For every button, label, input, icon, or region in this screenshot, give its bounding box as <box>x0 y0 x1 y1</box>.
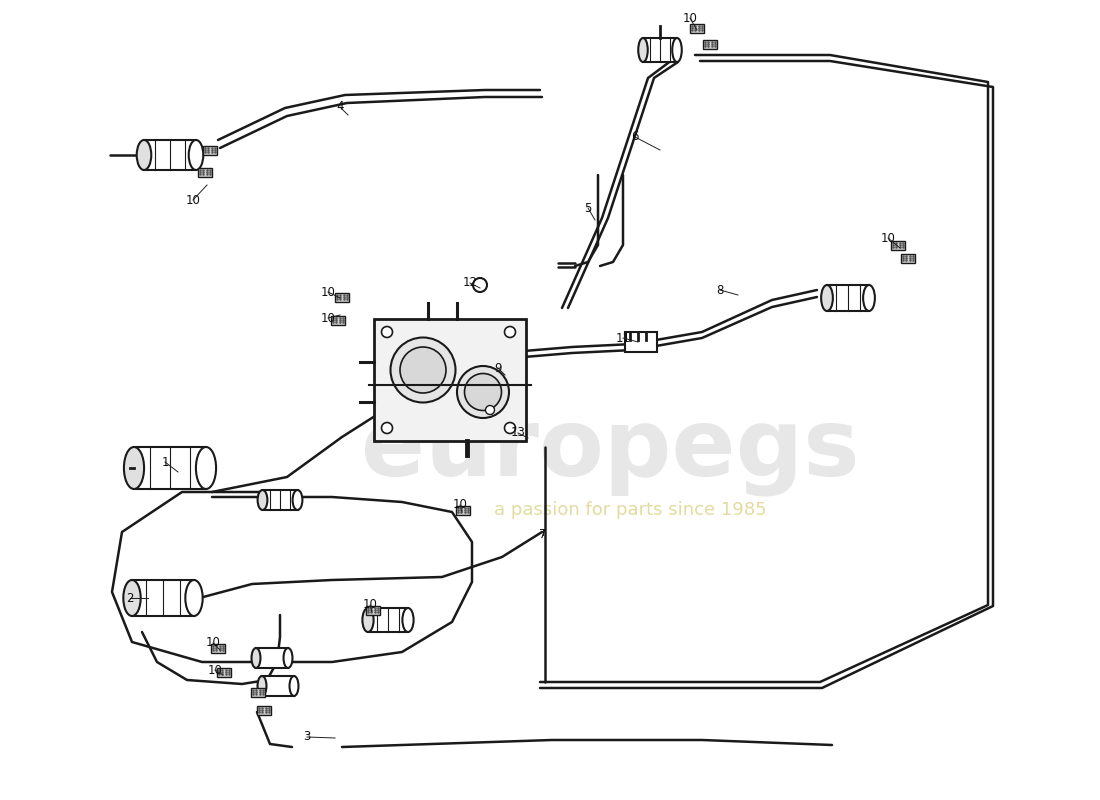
Text: europegs: europegs <box>361 404 859 496</box>
Text: 10: 10 <box>208 663 222 677</box>
Bar <box>132 580 194 616</box>
Bar <box>198 167 212 177</box>
Bar <box>690 23 704 33</box>
Text: 9: 9 <box>494 362 502 374</box>
Ellipse shape <box>638 38 648 62</box>
Bar <box>827 285 869 311</box>
Text: 10: 10 <box>186 194 200 206</box>
Bar <box>263 490 297 510</box>
Bar <box>262 676 294 696</box>
Text: 1: 1 <box>162 455 168 469</box>
Bar <box>331 315 345 325</box>
Text: a passion for parts since 1985: a passion for parts since 1985 <box>494 501 767 519</box>
Ellipse shape <box>821 285 833 311</box>
Text: 10: 10 <box>320 286 336 298</box>
Text: 11: 11 <box>616 331 630 345</box>
Text: 4: 4 <box>337 101 343 114</box>
Bar <box>217 667 231 677</box>
Text: 2: 2 <box>126 591 134 605</box>
Ellipse shape <box>864 285 874 311</box>
Ellipse shape <box>196 447 216 489</box>
Ellipse shape <box>284 648 293 668</box>
Circle shape <box>505 326 516 338</box>
Ellipse shape <box>123 580 141 616</box>
Ellipse shape <box>189 140 204 170</box>
Bar <box>257 706 271 714</box>
Ellipse shape <box>136 140 152 170</box>
Ellipse shape <box>672 38 682 62</box>
Bar <box>366 606 379 614</box>
Ellipse shape <box>464 374 502 410</box>
Text: 5: 5 <box>584 202 592 214</box>
Bar <box>134 447 206 489</box>
Ellipse shape <box>400 347 446 393</box>
Text: 12: 12 <box>462 277 477 290</box>
Bar <box>251 687 265 697</box>
Text: 3: 3 <box>304 730 310 743</box>
Text: 13: 13 <box>510 426 526 439</box>
Ellipse shape <box>390 338 455 402</box>
Bar <box>901 254 915 262</box>
Text: 7: 7 <box>539 529 547 542</box>
Circle shape <box>473 278 487 292</box>
Bar <box>625 332 657 352</box>
Text: 10: 10 <box>452 498 468 511</box>
Bar <box>374 319 526 441</box>
Text: 10: 10 <box>206 637 220 650</box>
Ellipse shape <box>257 490 267 510</box>
Ellipse shape <box>124 447 144 489</box>
Bar <box>211 643 226 653</box>
Circle shape <box>485 406 495 414</box>
Bar <box>703 39 717 49</box>
Text: 10: 10 <box>320 311 336 325</box>
Bar <box>144 140 196 170</box>
Bar <box>368 608 408 632</box>
Ellipse shape <box>185 580 202 616</box>
Ellipse shape <box>252 648 261 668</box>
Bar <box>204 146 217 154</box>
Bar <box>456 506 470 514</box>
Ellipse shape <box>289 676 298 696</box>
Bar <box>891 241 905 250</box>
Ellipse shape <box>293 490 303 510</box>
Bar <box>644 38 676 62</box>
Text: 8: 8 <box>716 283 724 297</box>
Text: 6: 6 <box>631 130 639 143</box>
Ellipse shape <box>403 608 414 632</box>
Circle shape <box>382 422 393 434</box>
Circle shape <box>382 326 393 338</box>
Bar <box>336 293 349 302</box>
Text: 10: 10 <box>363 598 377 611</box>
Text: 10: 10 <box>683 11 697 25</box>
Ellipse shape <box>456 366 509 418</box>
Ellipse shape <box>257 676 266 696</box>
Ellipse shape <box>362 608 374 632</box>
Circle shape <box>505 422 516 434</box>
Bar <box>256 648 288 668</box>
Text: 10: 10 <box>881 231 895 245</box>
